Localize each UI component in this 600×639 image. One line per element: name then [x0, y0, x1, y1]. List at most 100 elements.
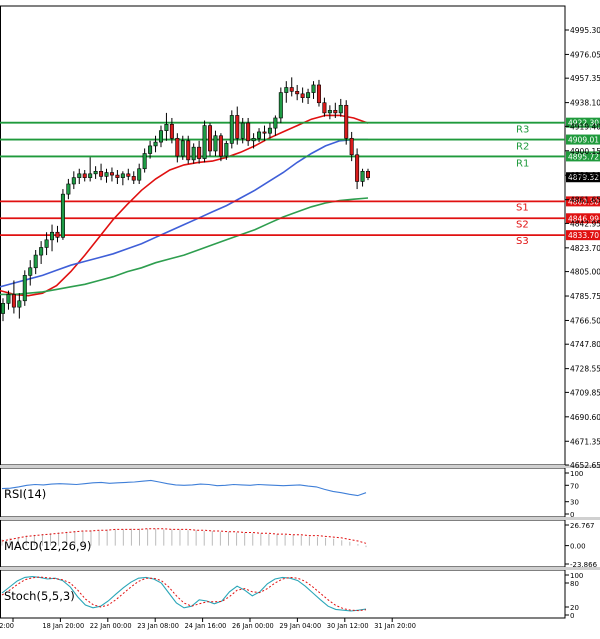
price-tick-label: 4766.50 — [570, 316, 600, 325]
bearish-candle — [322, 102, 327, 114]
panel-separator — [0, 567, 600, 570]
bullish-candle — [229, 115, 234, 144]
bullish-candle — [120, 173, 125, 178]
bearish-candle — [349, 137, 354, 156]
bearish-candle — [82, 173, 87, 178]
bullish-candle — [22, 275, 27, 302]
time-tick-label: 31 Jan 20:00 — [374, 622, 416, 630]
bullish-candle — [191, 146, 196, 161]
bearish-candle — [355, 154, 360, 182]
bearish-candle — [169, 124, 174, 139]
support-resistance-layer: R3 4922.30 R2 4909.01 R1 4895.72 S1 4860.30 S2 48… — [0, 117, 600, 247]
price-tick-label: 4842.95 — [570, 219, 600, 228]
bullish-candle — [284, 87, 289, 93]
bullish-candle — [88, 173, 93, 178]
indicator-tick-label: 0.00 — [570, 543, 586, 551]
indicator-line — [1, 576, 367, 612]
price-tick-label: 4728.55 — [570, 365, 600, 374]
bearish-candle — [126, 173, 131, 177]
time-tick-label: 26 Jan 00:00 — [232, 622, 274, 630]
bearish-candle — [289, 87, 294, 92]
bullish-candle — [164, 124, 169, 131]
grid-layer — [0, 5, 600, 619]
time-tick-label: 23 Jan 08:00 — [137, 622, 179, 630]
level-price-badge — [566, 134, 600, 145]
indicator-tick-label: 100 — [570, 572, 583, 580]
level-price-label: 4833.70 — [568, 231, 599, 240]
indicator-title: RSI(14) — [4, 487, 46, 501]
bullish-candle — [360, 170, 365, 182]
level-price-label: 4846.99 — [568, 214, 599, 223]
bearish-candle — [175, 137, 180, 157]
level-name-s3: S3 — [516, 236, 529, 247]
bearish-candle — [99, 170, 104, 177]
bearish-candle — [262, 131, 267, 134]
price-tick-label: 4919.40 — [570, 122, 600, 131]
bearish-candle — [235, 115, 240, 139]
price-tick-label: 4652.65 — [570, 461, 600, 470]
level-price-label: 4909.01 — [568, 136, 599, 145]
bullish-candle — [104, 172, 109, 177]
candles-layer — [0, 77, 370, 322]
level-price-badge — [566, 213, 600, 224]
time-tick-label: 22 Jan 00:00 — [90, 622, 132, 630]
bullish-candle — [202, 125, 207, 159]
level-name-s1: S1 — [516, 202, 529, 213]
moving-average-line — [0, 138, 368, 288]
bearish-candle — [131, 176, 136, 181]
bullish-candle — [71, 177, 76, 185]
bullish-candle — [257, 131, 262, 139]
bullish-candle — [306, 92, 311, 98]
bearish-candle — [186, 140, 191, 161]
bearish-candle — [316, 84, 321, 104]
indicator-tick-label: 100 — [570, 470, 583, 478]
price-tick-label: 4671.35 — [570, 437, 600, 446]
bullish-candle — [338, 104, 343, 114]
indicator-tick-label: 20 — [570, 604, 579, 612]
bearish-candle — [365, 170, 370, 178]
indicator-tick-label: 0 — [570, 511, 574, 519]
indicator-title: MACD(12,26,9) — [4, 539, 91, 553]
bearish-candle — [295, 91, 300, 95]
bullish-candle — [28, 267, 33, 276]
bullish-candle — [240, 122, 245, 139]
time-tick-label: 12:00 — [0, 622, 14, 630]
indicator-tick-label: 30 — [570, 499, 579, 507]
bearish-candle — [115, 174, 120, 178]
bearish-candle — [333, 110, 338, 114]
price-tick-label: 4785.75 — [570, 292, 600, 301]
price-tick-label: 4861.65 — [570, 196, 600, 205]
indicator-tick-label: 80 — [570, 580, 579, 588]
time-axis: 12:00 18 Jan 20:00 22 Jan 00:00 23 Jan 08:0… — [0, 618, 416, 630]
bullish-candle — [153, 141, 158, 147]
bullish-candle — [267, 127, 272, 134]
indicator-panel-frame — [0, 467, 566, 518]
price-tick-label: 4976.05 — [570, 50, 600, 59]
indicator-tick-label: 0 — [570, 612, 574, 620]
bullish-candle — [17, 300, 22, 308]
bearish-candle — [11, 294, 16, 308]
current-price-label: 4879.32 — [568, 173, 599, 182]
current-price-badge — [566, 172, 600, 183]
bullish-candle — [44, 239, 49, 248]
price-tick-label: 4880.90 — [570, 171, 600, 180]
level-name-r3: R3 — [516, 125, 529, 136]
bullish-candle — [39, 247, 44, 256]
indicator-title: Stoch(5,5,3) — [4, 589, 75, 603]
time-tick-label: 24 Jan 16:00 — [185, 622, 227, 630]
panel-separator — [0, 517, 600, 520]
bearish-candle — [109, 172, 114, 176]
price-axis: 4995.30 4976.05 4957.35 4938.10 4919.40 4900.… — [565, 26, 600, 470]
price-tick-label: 4900.15 — [570, 147, 600, 156]
macd-signal-line — [1, 528, 367, 544]
bearish-candle — [197, 146, 202, 159]
bullish-candle — [6, 294, 11, 304]
time-tick-label: 18 Jan 20:00 — [42, 622, 84, 630]
level-price-label: 4895.72 — [568, 152, 599, 161]
bullish-candle — [60, 193, 65, 238]
bullish-candle — [224, 143, 229, 157]
bullish-candle — [327, 110, 332, 114]
price-tick-label: 4957.35 — [570, 74, 600, 83]
price-tick-label: 4690.60 — [570, 413, 600, 422]
